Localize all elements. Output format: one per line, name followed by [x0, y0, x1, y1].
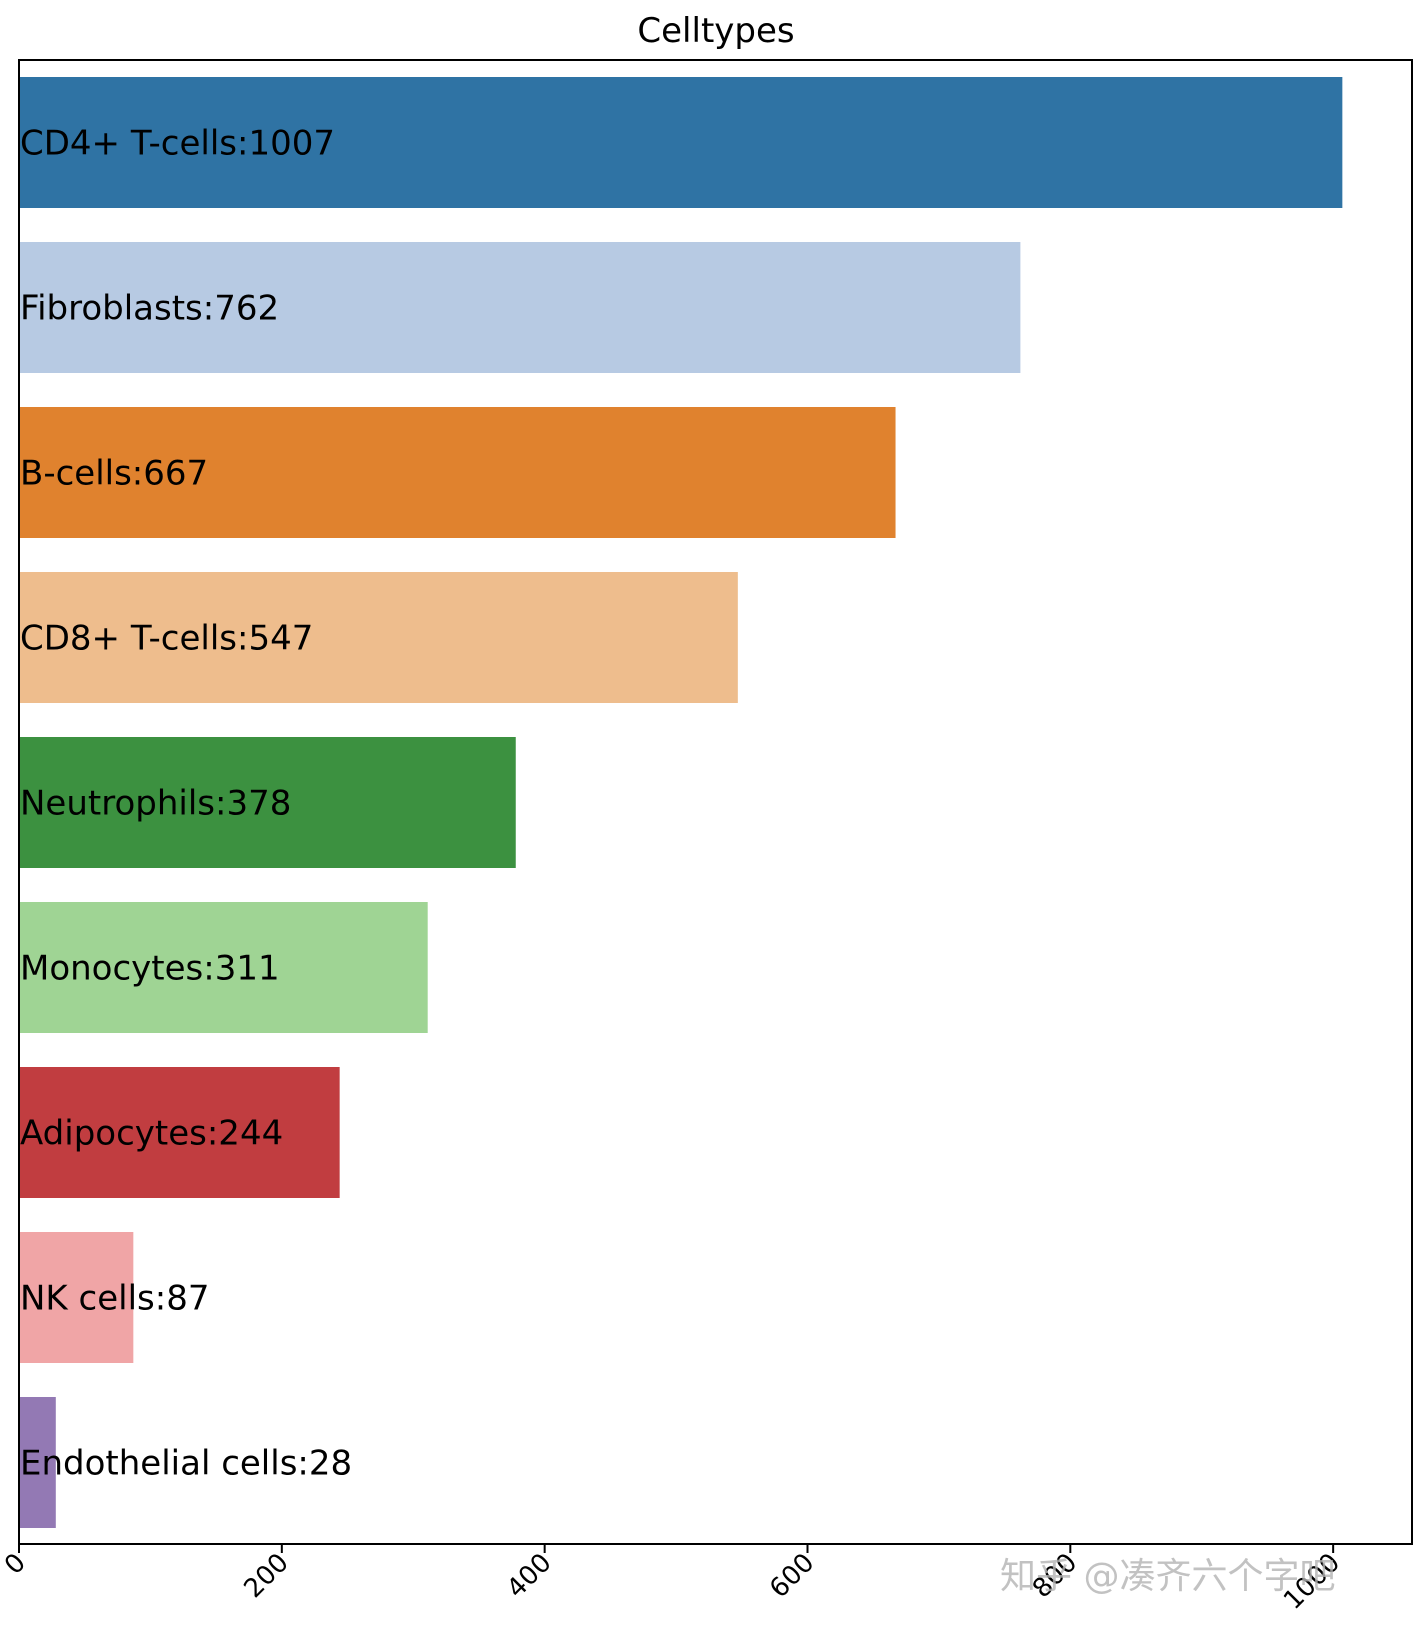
x-tick-label: 600 [764, 1548, 820, 1604]
bar-adipocytes [19, 1067, 340, 1198]
chart-title: Celltypes [637, 11, 794, 51]
bar-monocytes [19, 902, 428, 1033]
watermark: 知乎 @凑齐六个字吧 [1000, 1556, 1335, 1597]
bar-endothelial-cells [19, 1397, 56, 1528]
bar-nk-cells [19, 1232, 134, 1363]
bar-label: B-cells:667 [20, 454, 208, 494]
bar-cd4-t-cells [19, 77, 1343, 208]
bar-label: CD4+ T-cells:1007 [20, 124, 335, 164]
bars-group [19, 77, 1343, 1528]
bar-label: NK cells:87 [20, 1279, 209, 1319]
bar-label: Monocytes:311 [20, 949, 280, 989]
bar-neutrophils [19, 737, 516, 868]
x-tick-label: 0 [0, 1548, 32, 1581]
bar-label: Endothelial cells:28 [20, 1444, 352, 1484]
x-tick-label: 400 [501, 1548, 557, 1604]
bar-label: CD8+ T-cells:547 [20, 619, 313, 659]
plot-frame [18, 59, 1413, 1545]
bar-cd8-t-cells [19, 572, 738, 703]
bar-label: Adipocytes:244 [20, 1114, 283, 1154]
bar-b-cells [19, 407, 896, 538]
bar-label: Neutrophils:378 [20, 784, 291, 824]
x-tick-label: 200 [238, 1548, 294, 1604]
bar-labels-group: CD4+ T-cells:1007 Fibroblasts:762 B-cells:… [20, 124, 352, 1484]
bar-fibroblasts [19, 242, 1021, 373]
bar-label: Fibroblasts:762 [20, 289, 279, 329]
